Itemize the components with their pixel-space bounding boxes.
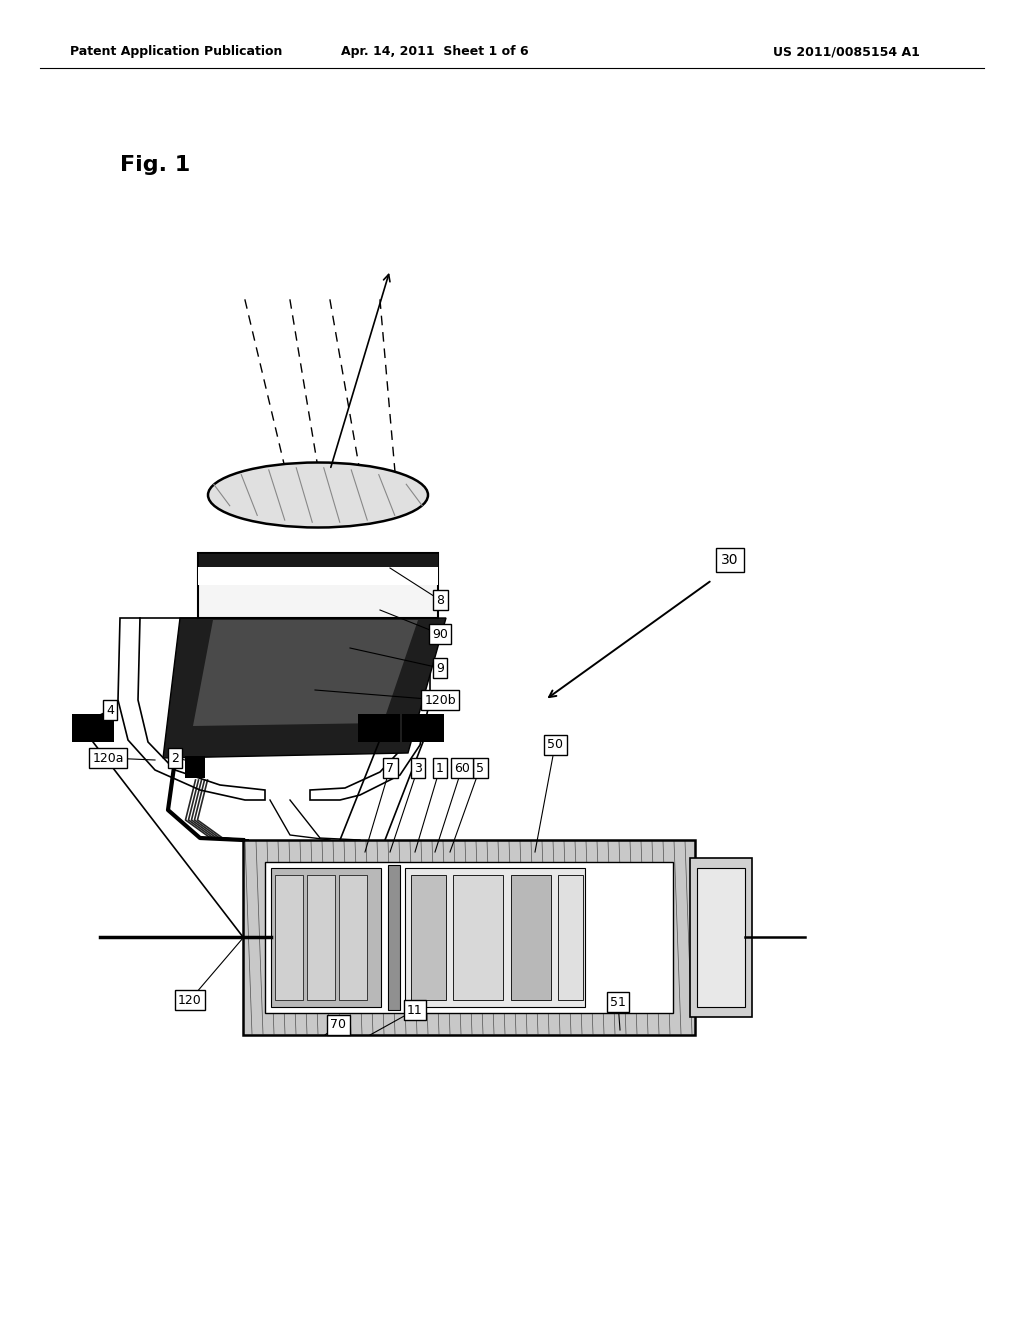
Text: Patent Application Publication: Patent Application Publication	[70, 45, 283, 58]
Text: 7: 7	[386, 762, 394, 775]
Polygon shape	[163, 618, 446, 758]
Bar	[265, 862, 673, 1012]
Bar	[185, 756, 205, 777]
Polygon shape	[118, 618, 265, 800]
Bar	[339, 875, 367, 1001]
Bar	[411, 875, 446, 1001]
Bar	[198, 568, 438, 585]
Text: 90: 90	[432, 627, 447, 640]
Bar	[275, 875, 303, 1001]
Text: 11: 11	[408, 1003, 423, 1016]
Bar	[198, 553, 438, 568]
Text: 3: 3	[414, 762, 422, 775]
Text: 50: 50	[547, 738, 563, 751]
Bar	[198, 553, 438, 618]
Text: 2: 2	[171, 751, 179, 764]
Polygon shape	[310, 618, 430, 800]
Bar	[307, 875, 335, 1001]
Bar	[243, 840, 695, 1035]
Text: 8: 8	[436, 594, 444, 606]
Text: 120: 120	[178, 994, 202, 1006]
Text: Apr. 14, 2011  Sheet 1 of 6: Apr. 14, 2011 Sheet 1 of 6	[341, 45, 528, 58]
Text: 60: 60	[454, 762, 470, 775]
Bar	[402, 714, 444, 742]
Bar	[406, 869, 585, 1007]
Text: US 2011/0085154 A1: US 2011/0085154 A1	[773, 45, 920, 58]
Text: 70: 70	[330, 1019, 346, 1031]
Bar	[697, 869, 745, 1007]
Text: 120b: 120b	[424, 693, 456, 706]
Text: 120a: 120a	[92, 751, 124, 764]
Bar	[271, 869, 381, 1007]
Text: 9: 9	[436, 661, 444, 675]
Bar	[511, 875, 551, 1001]
Bar	[388, 865, 400, 1010]
Text: 30: 30	[721, 553, 738, 568]
Bar	[358, 714, 400, 742]
Text: 1: 1	[436, 762, 444, 775]
Text: 5: 5	[476, 762, 484, 775]
Text: Fig. 1: Fig. 1	[120, 154, 190, 176]
Bar	[558, 875, 583, 1001]
Text: 51: 51	[610, 995, 626, 1008]
Bar	[72, 714, 114, 742]
Polygon shape	[193, 620, 418, 726]
Ellipse shape	[208, 462, 428, 528]
Bar	[453, 875, 503, 1001]
Bar	[690, 858, 752, 1016]
Text: 4: 4	[106, 704, 114, 717]
